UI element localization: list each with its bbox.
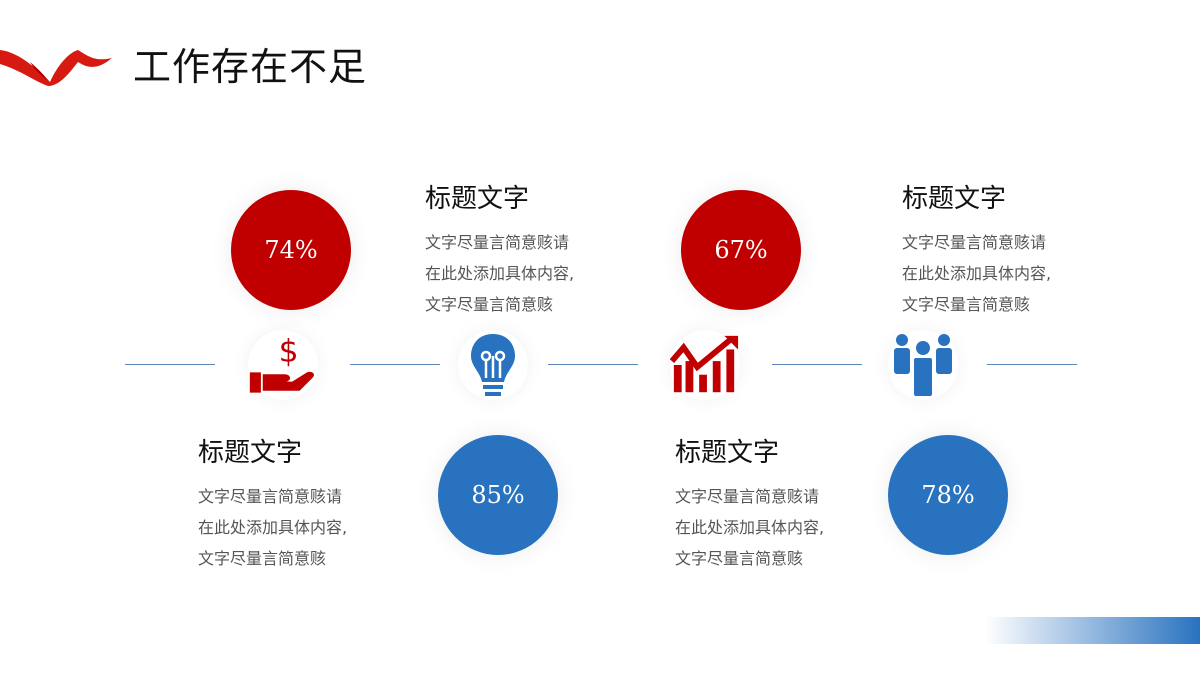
body-line: 在此处添加具体内容, bbox=[425, 264, 575, 283]
divider-line bbox=[772, 364, 862, 365]
money-hand-icon: $ bbox=[248, 330, 318, 400]
body-line: 在此处添加具体内容, bbox=[902, 264, 1052, 283]
body-line: 文字尽量言简意赅请 bbox=[675, 487, 820, 506]
block-heading: 标题文字 bbox=[675, 438, 780, 468]
growth-chart-icon bbox=[670, 330, 740, 400]
block-heading: 标题文字 bbox=[902, 184, 1007, 214]
body-line: 文字尽量言简意赅请 bbox=[902, 233, 1047, 252]
svg-text:$: $ bbox=[279, 333, 299, 369]
red-ribbon-logo bbox=[0, 50, 112, 86]
text-block-2: 标题文字 文字尽量言简意赅请 在此处添加具体内容, 文字尽量言简意赅 bbox=[425, 178, 574, 320]
percent-circle-4: 78% bbox=[888, 435, 1008, 555]
percent-circle-1: 74% bbox=[231, 190, 351, 310]
page-title: 工作存在不足 bbox=[133, 45, 368, 89]
body-line: 文字尽量言简意赅 bbox=[902, 295, 1031, 314]
body-line: 文字尽量言简意赅请 bbox=[425, 233, 570, 252]
lightbulb-icon bbox=[458, 330, 528, 400]
body-line: 文字尽量言简意赅 bbox=[425, 295, 554, 314]
divider-line bbox=[350, 364, 440, 365]
block-heading: 标题文字 bbox=[425, 184, 530, 214]
body-line: 在此处添加具体内容, bbox=[675, 518, 825, 537]
team-icon bbox=[888, 330, 958, 400]
body-line: 在此处添加具体内容, bbox=[198, 518, 348, 537]
body-line: 文字尽量言简意赅 bbox=[675, 549, 804, 568]
divider-line bbox=[987, 364, 1077, 365]
body-line: 文字尽量言简意赅请 bbox=[198, 487, 343, 506]
divider-line bbox=[548, 364, 638, 365]
percent-circle-3: 67% bbox=[681, 190, 801, 310]
divider-line bbox=[125, 364, 215, 365]
body-line: 文字尽量言简意赅 bbox=[198, 549, 327, 568]
text-block-1: 标题文字 文字尽量言简意赅请 在此处添加具体内容, 文字尽量言简意赅 bbox=[198, 432, 347, 574]
text-block-4: 标题文字 文字尽量言简意赅请 在此处添加具体内容, 文字尽量言简意赅 bbox=[902, 178, 1051, 320]
block-heading: 标题文字 bbox=[198, 438, 303, 468]
percent-circle-2: 85% bbox=[438, 435, 558, 555]
text-block-3: 标题文字 文字尽量言简意赅请 在此处添加具体内容, 文字尽量言简意赅 bbox=[675, 432, 824, 574]
decorative-gradient-bar bbox=[985, 617, 1200, 644]
